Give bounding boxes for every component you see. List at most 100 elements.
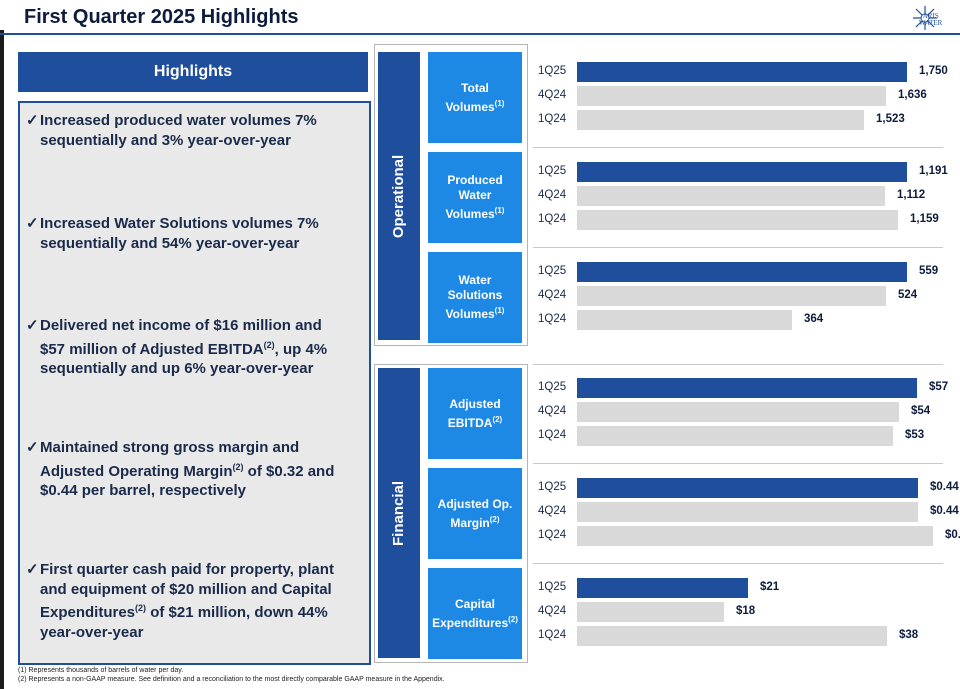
- value-label: $0.44: [930, 481, 959, 493]
- capital-expenditures-box: Capital Expenditures(2): [428, 568, 522, 659]
- adjusted-ebitda-bar-1q25: [577, 378, 917, 398]
- logo-wordmark: ARIS WATER: [919, 13, 942, 27]
- highlight-line: sequentially and 3% year-over-year: [40, 131, 291, 149]
- value-label: $54: [911, 405, 931, 417]
- adjusted-ebitda-bar-4q24: [577, 402, 899, 422]
- period-label: 1Q25: [538, 165, 567, 177]
- water-solutions-volumes-bar-1q25: [577, 262, 907, 282]
- highlight-line: year-over-year: [40, 623, 144, 641]
- footnote-ref: (2): [489, 514, 500, 524]
- adjusted-op-margin-bar-1q24: [577, 526, 933, 546]
- period-label: 1Q25: [538, 65, 567, 77]
- period-label: 1Q25: [538, 581, 567, 593]
- footnote-ref: (2): [232, 461, 244, 472]
- footnote-ref: (1): [494, 98, 505, 108]
- metric-label-line: Water: [458, 273, 492, 287]
- highlight-line: Increased Water Solutions volumes 7%: [40, 215, 319, 232]
- metric-label-line: Adjusted: [449, 396, 501, 411]
- metric-separator: [533, 147, 943, 148]
- value-label: $53: [905, 429, 925, 441]
- highlight-line: Expenditures(2) of $21 million, down 44%: [40, 599, 334, 623]
- total-volumes-box: Total Volumes(1): [428, 52, 522, 143]
- period-label: 1Q24: [538, 529, 567, 541]
- value-label: 559: [919, 265, 939, 277]
- footnote-ref: (2): [135, 603, 147, 613]
- highlight-line: sequentially and up 6% year-over-year: [40, 360, 314, 377]
- period-label: 1Q24: [538, 429, 567, 441]
- metric-separator: [533, 247, 943, 248]
- highlight-item-5: ✓ First quarter cash paid for property, …: [26, 560, 356, 642]
- adjusted-op-margin-bar-1q25: [577, 478, 918, 498]
- metric-separator: [533, 563, 943, 564]
- highlight-line: Delivered net income of $16 million and: [40, 317, 322, 334]
- value-label: 364: [804, 313, 824, 325]
- highlight-text: Expenditures: [40, 604, 136, 621]
- metric-label-line: Margin(2): [438, 512, 513, 531]
- highlight-text: , up 4%: [274, 340, 328, 358]
- footnote-1: (1) Represents thousands of barrels of w…: [18, 667, 184, 674]
- operational-frame: [374, 44, 528, 346]
- period-label: 1Q25: [538, 481, 567, 493]
- highlights-panel: ✓ Increased produced water volumes 7% se…: [18, 101, 371, 665]
- adjusted-ebitda-bar-1q24: [577, 426, 893, 446]
- footnote-ref: (2): [508, 614, 518, 624]
- adjusted-op-margin-box: Adjusted Op. Margin(2): [428, 468, 522, 559]
- produced-water-volumes-bar-1q25: [577, 162, 907, 182]
- total-volumes-bar-4q24: [577, 86, 886, 106]
- value-label: 1,112: [897, 189, 926, 201]
- water-solutions-volumes-bar-4q24: [577, 286, 886, 306]
- metric-label-text: Expenditures: [432, 615, 509, 630]
- adjusted-ebitda-box: Adjusted EBITDA(2): [428, 368, 522, 459]
- check-icon: ✓: [26, 215, 39, 232]
- period-label: 1Q24: [538, 113, 567, 125]
- highlight-item-1: ✓ Increased produced water volumes 7% se…: [26, 111, 356, 150]
- capital-expenditures-bar-1q24: [577, 626, 887, 646]
- metric-label-line: Volumes(1): [446, 203, 505, 222]
- metric-label-text: Volumes: [445, 99, 495, 114]
- value-label: 1,636: [898, 89, 927, 101]
- metric-label-text: Volumes: [445, 207, 495, 221]
- operational-group-label: Operational: [378, 52, 420, 340]
- aris-water-logo-icon: [913, 6, 937, 30]
- period-label: 4Q24: [538, 605, 567, 617]
- value-label: 1,159: [910, 213, 939, 225]
- produced-water-volumes-bar-4q24: [577, 186, 885, 206]
- period-label: 4Q24: [538, 89, 567, 101]
- metric-label-line: Volumes(1): [446, 303, 505, 322]
- metric-label-line: Solutions: [447, 288, 503, 302]
- highlight-line: Increased produced water volumes 7%: [40, 112, 317, 129]
- period-label: 1Q25: [538, 265, 567, 277]
- metric-label-line: Capital: [454, 596, 495, 611]
- value-label: 524: [898, 289, 918, 301]
- metric-label-line: Volumes(1): [446, 96, 505, 115]
- value-label: $18: [736, 605, 756, 617]
- value-label: $57: [929, 381, 949, 393]
- highlight-line: $57 million of Adjusted EBITDA(2), up 4%: [40, 336, 327, 360]
- water-solutions-volumes-bar-1q24: [577, 310, 792, 330]
- highlight-line: Maintained strong gross margin and: [40, 439, 300, 456]
- check-icon: ✓: [26, 112, 39, 129]
- total-volumes-bar-1q25: [577, 62, 907, 82]
- financial-label-text: Financial: [390, 480, 408, 546]
- highlight-line: Adjusted Operating Margin(2) of $0.32 an…: [40, 458, 334, 482]
- highlight-line: First quarter cash paid for property, pl…: [40, 561, 334, 578]
- page-title: First Quarter 2025 Highlights: [24, 6, 299, 28]
- value-label: $21: [760, 581, 780, 593]
- value-label: $0.46: [945, 529, 960, 541]
- footnote-ref: (2): [263, 339, 275, 350]
- capital-expenditures-bar-1q25: [577, 578, 748, 598]
- metric-label-text: Volumes: [445, 307, 495, 321]
- period-label: 4Q24: [538, 289, 567, 301]
- highlight-line: and equipment of $20 million and Capital: [40, 580, 332, 598]
- logo-line-1: ARIS: [922, 12, 939, 20]
- operational-label-text: Operational: [390, 154, 408, 238]
- adjusted-op-margin-bar-4q24: [577, 502, 918, 522]
- footnote-ref: (2): [492, 414, 503, 424]
- footnote-ref: (1): [494, 206, 505, 215]
- period-label: 1Q24: [538, 629, 567, 641]
- highlight-item-2: ✓ Increased Water Solutions volumes 7% s…: [26, 214, 356, 253]
- metric-label-line: Expenditures(2): [432, 612, 518, 631]
- value-label: $0.44: [930, 505, 959, 517]
- capital-expenditures-bar-4q24: [577, 602, 724, 622]
- highlights-header: Highlights: [18, 52, 368, 92]
